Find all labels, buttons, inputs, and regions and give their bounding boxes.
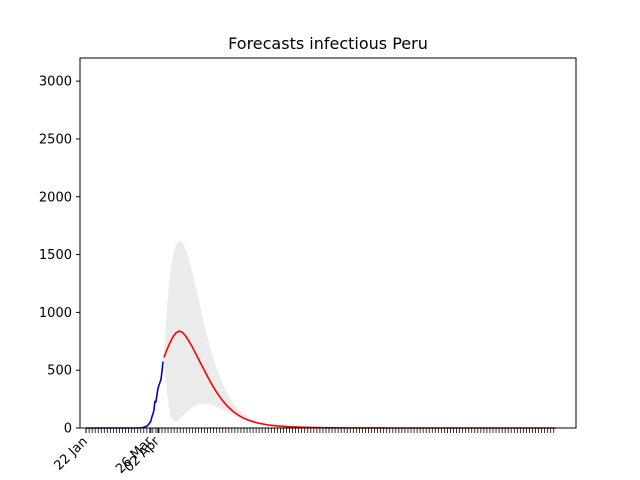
x-minor-ticks bbox=[85, 428, 555, 433]
y-tick-label: 1500 bbox=[39, 248, 72, 263]
series-layer bbox=[86, 330, 556, 429]
y-tick-label: 1000 bbox=[39, 306, 72, 321]
y-axis: 0 500 1000 1500 2000 2500 3000 bbox=[39, 75, 80, 437]
y-tick-label: 0 bbox=[64, 422, 72, 437]
plot-frame bbox=[79, 57, 577, 429]
x-tick-label: 22 Jan bbox=[52, 434, 91, 473]
y-tick-label: 500 bbox=[47, 364, 72, 379]
forecast-series-line bbox=[163, 330, 556, 429]
observed-series-line bbox=[86, 361, 164, 429]
y-tick-label: 2500 bbox=[39, 132, 72, 147]
y-tick-label: 3000 bbox=[39, 75, 72, 90]
y-tick-label: 2000 bbox=[39, 190, 72, 205]
chart-title: Forecasts infectious Peru bbox=[228, 34, 428, 53]
